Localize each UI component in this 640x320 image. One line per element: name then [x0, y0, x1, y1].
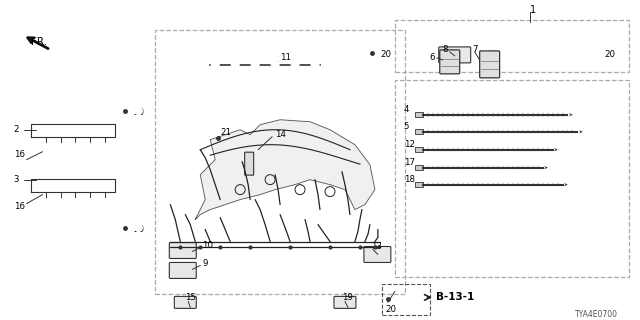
Circle shape [72, 199, 79, 204]
Text: 20: 20 [133, 225, 145, 234]
Bar [415, 112, 423, 117]
Text: 10: 10 [202, 241, 213, 250]
Text: 11: 11 [280, 53, 291, 62]
Text: TYA4E0700: TYA4E0700 [575, 310, 618, 319]
Circle shape [102, 143, 109, 150]
FancyBboxPatch shape [170, 262, 196, 278]
FancyBboxPatch shape [364, 246, 391, 262]
Circle shape [57, 143, 64, 150]
Bar [395, 80, 629, 277]
FancyBboxPatch shape [174, 296, 196, 308]
Circle shape [311, 61, 319, 69]
Circle shape [231, 61, 239, 69]
FancyArrowPatch shape [580, 131, 582, 133]
Text: 15: 15 [185, 293, 196, 302]
Text: 20: 20 [604, 50, 616, 60]
FancyBboxPatch shape [170, 243, 196, 259]
Bar [382, 284, 430, 315]
FancyArrowPatch shape [555, 148, 557, 151]
Text: FR.: FR. [31, 37, 47, 47]
Bar [395, 20, 629, 72]
Text: 1: 1 [529, 5, 536, 15]
FancyBboxPatch shape [334, 296, 356, 308]
Circle shape [88, 199, 93, 204]
Circle shape [251, 61, 259, 69]
Circle shape [87, 143, 94, 150]
FancyArrowPatch shape [545, 166, 547, 169]
Circle shape [102, 199, 108, 204]
Circle shape [271, 61, 279, 69]
Circle shape [72, 143, 79, 150]
Text: 3: 3 [13, 175, 19, 184]
Polygon shape [195, 120, 375, 220]
FancyArrowPatch shape [564, 183, 567, 186]
Text: 20: 20 [380, 50, 391, 60]
Text: 16: 16 [13, 150, 24, 159]
Text: 4: 4 [404, 105, 410, 114]
Circle shape [134, 107, 142, 115]
Circle shape [291, 61, 299, 69]
Bar [415, 129, 423, 134]
Text: 8: 8 [443, 45, 448, 54]
FancyBboxPatch shape [440, 50, 460, 74]
Text: 17: 17 [404, 158, 415, 167]
FancyBboxPatch shape [439, 47, 470, 63]
Text: 14: 14 [275, 130, 286, 139]
Text: 12: 12 [404, 140, 415, 149]
Circle shape [580, 49, 588, 57]
Text: 18: 18 [404, 175, 415, 184]
Text: 7: 7 [473, 45, 478, 54]
Text: 13: 13 [371, 242, 382, 251]
Text: 9: 9 [202, 259, 207, 268]
FancyBboxPatch shape [479, 51, 500, 78]
Circle shape [134, 224, 142, 232]
Bar [415, 147, 423, 152]
Bar [415, 165, 423, 170]
Bar [156, 30, 405, 294]
Text: 20: 20 [133, 108, 145, 117]
Circle shape [58, 199, 63, 204]
FancyBboxPatch shape [244, 152, 253, 175]
Text: 6: 6 [430, 53, 435, 62]
Circle shape [42, 143, 49, 150]
Text: 5: 5 [404, 122, 410, 131]
Text: B-13-1: B-13-1 [436, 292, 474, 302]
FancyArrowPatch shape [570, 114, 572, 116]
Text: 21: 21 [220, 128, 231, 137]
Text: 20: 20 [385, 305, 396, 314]
Circle shape [43, 199, 49, 204]
Text: 16: 16 [13, 202, 24, 211]
Bar [415, 182, 423, 187]
Text: 19: 19 [342, 293, 353, 302]
Text: 2: 2 [13, 125, 19, 134]
Circle shape [211, 61, 220, 69]
